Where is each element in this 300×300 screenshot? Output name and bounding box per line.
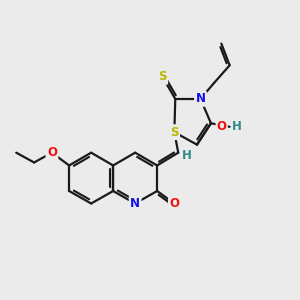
Text: O: O [217,120,227,133]
Text: O: O [47,146,57,159]
Text: H: H [232,120,242,133]
Text: S: S [170,126,178,139]
Text: S: S [158,70,167,83]
Text: N: N [196,92,206,105]
Text: N: N [130,197,140,210]
Text: H: H [182,148,191,162]
Text: O: O [169,197,179,210]
